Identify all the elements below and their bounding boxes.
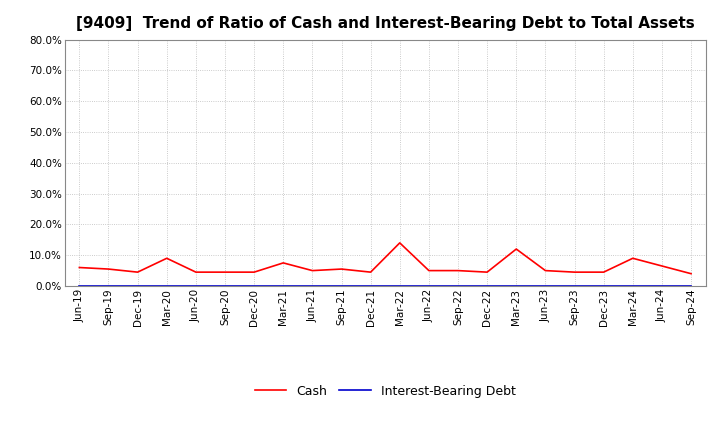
- Interest-Bearing Debt: [104, 283, 113, 289]
- Cash: [395, 240, 404, 246]
- Cash: [512, 246, 521, 252]
- Interest-Bearing Debt: [279, 283, 287, 289]
- Line: Cash: Cash: [79, 243, 691, 274]
- Cash: [657, 263, 666, 268]
- Cash: [483, 269, 492, 275]
- Interest-Bearing Debt: [541, 283, 550, 289]
- Cash: [279, 260, 287, 265]
- Interest-Bearing Debt: [454, 283, 462, 289]
- Cash: [75, 265, 84, 270]
- Cash: [104, 267, 113, 272]
- Interest-Bearing Debt: [220, 283, 229, 289]
- Interest-Bearing Debt: [599, 283, 608, 289]
- Legend: Cash, Interest-Bearing Debt: Cash, Interest-Bearing Debt: [250, 380, 521, 403]
- Interest-Bearing Debt: [395, 283, 404, 289]
- Cash: [366, 269, 375, 275]
- Interest-Bearing Debt: [75, 283, 84, 289]
- Interest-Bearing Debt: [425, 283, 433, 289]
- Cash: [629, 256, 637, 261]
- Interest-Bearing Debt: [192, 283, 200, 289]
- Interest-Bearing Debt: [570, 283, 579, 289]
- Cash: [163, 256, 171, 261]
- Interest-Bearing Debt: [366, 283, 375, 289]
- Cash: [308, 268, 317, 273]
- Cash: [454, 268, 462, 273]
- Interest-Bearing Debt: [308, 283, 317, 289]
- Cash: [220, 269, 229, 275]
- Interest-Bearing Debt: [133, 283, 142, 289]
- Cash: [133, 269, 142, 275]
- Interest-Bearing Debt: [163, 283, 171, 289]
- Title: [9409]  Trend of Ratio of Cash and Interest-Bearing Debt to Total Assets: [9409] Trend of Ratio of Cash and Intere…: [76, 16, 695, 32]
- Cash: [425, 268, 433, 273]
- Interest-Bearing Debt: [337, 283, 346, 289]
- Interest-Bearing Debt: [657, 283, 666, 289]
- Interest-Bearing Debt: [483, 283, 492, 289]
- Cash: [541, 268, 550, 273]
- Cash: [687, 271, 696, 276]
- Cash: [337, 267, 346, 272]
- Cash: [250, 269, 258, 275]
- Interest-Bearing Debt: [512, 283, 521, 289]
- Cash: [570, 269, 579, 275]
- Interest-Bearing Debt: [687, 283, 696, 289]
- Cash: [192, 269, 200, 275]
- Cash: [599, 269, 608, 275]
- Interest-Bearing Debt: [250, 283, 258, 289]
- Interest-Bearing Debt: [629, 283, 637, 289]
